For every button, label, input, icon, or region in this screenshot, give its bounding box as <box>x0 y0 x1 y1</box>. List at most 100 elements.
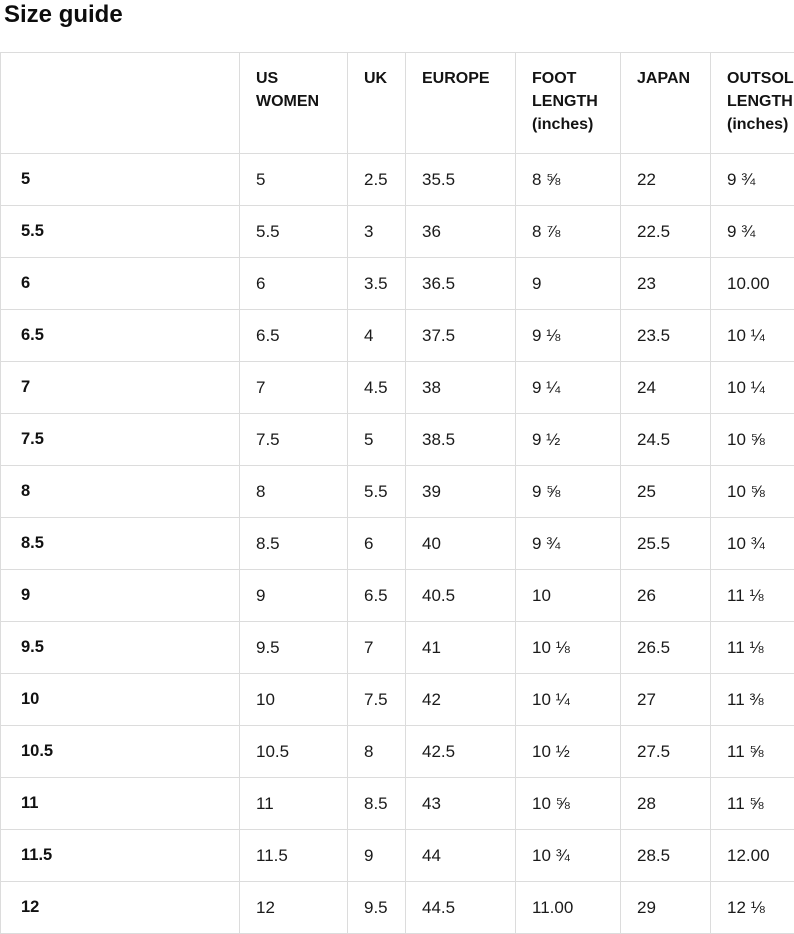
cell-europe: 36.5 <box>405 257 516 310</box>
column-header-foot-length: FOOT LENGTH (inches) <box>515 52 621 154</box>
table-row: 11.5 11.5 9 44 10 ¾ 28.5 12.00 <box>0 829 794 882</box>
cell-outsole-length: 11 ⅝ <box>710 725 794 778</box>
cell-outsole-length: 10 ⅝ <box>710 413 794 466</box>
cell-uk: 6 <box>347 517 406 570</box>
cell-outsole-length: 11 ⅜ <box>710 673 794 726</box>
cell-europe: 38 <box>405 361 516 414</box>
cell-europe: 37.5 <box>405 309 516 362</box>
column-header-uk: UK <box>347 52 406 154</box>
size-guide-table-container: US WOMEN UK EUROPE FOOT LENGTH (inches) JAPA… <box>0 52 794 934</box>
cell-europe: 44 <box>405 829 516 882</box>
cell-us-women: 7.5 <box>239 413 348 466</box>
row-label-cell: 11 <box>0 777 240 830</box>
row-label-cell: 9 <box>0 569 240 622</box>
row-label-cell: 10 <box>0 673 240 726</box>
row-label-cell: 8.5 <box>0 517 240 570</box>
cell-foot-length: 9 ½ <box>515 413 621 466</box>
cell-japan: 23 <box>620 257 711 310</box>
cell-us-women: 7 <box>239 361 348 414</box>
cell-uk: 4 <box>347 309 406 362</box>
cell-uk: 9.5 <box>347 881 406 934</box>
cell-uk: 4.5 <box>347 361 406 414</box>
cell-uk: 8.5 <box>347 777 406 830</box>
cell-japan: 27.5 <box>620 725 711 778</box>
table-row: 6 6 3.5 36.5 9 23 10.00 <box>0 257 794 310</box>
cell-foot-length: 10 ¼ <box>515 673 621 726</box>
cell-us-women: 11 <box>239 777 348 830</box>
cell-foot-length: 11.00 <box>515 881 621 934</box>
table-row: 11 11 8.5 43 10 ⅝ 28 11 ⅝ <box>0 777 794 830</box>
cell-europe: 42.5 <box>405 725 516 778</box>
cell-us-women: 10.5 <box>239 725 348 778</box>
cell-us-women: 5 <box>239 153 348 206</box>
cell-us-women: 9 <box>239 569 348 622</box>
cell-foot-length: 9 ¼ <box>515 361 621 414</box>
cell-us-women: 6 <box>239 257 348 310</box>
column-header-outsole-length: OUTSOLE LENGTH (inches) <box>710 52 794 154</box>
row-label-cell: 12 <box>0 881 240 934</box>
table-row: 10.5 10.5 8 42.5 10 ½ 27.5 11 ⅝ <box>0 725 794 778</box>
cell-outsole-length: 9 ¾ <box>710 153 794 206</box>
cell-foot-length: 9 ⅝ <box>515 465 621 518</box>
table-body: 5 5 2.5 35.5 8 ⅝ 22 9 ¾ 5.5 5.5 3 36 8 ⅞ 22.5 9 ¾ 6 6 3.… <box>0 153 794 934</box>
cell-outsole-length: 10.00 <box>710 257 794 310</box>
cell-uk: 3.5 <box>347 257 406 310</box>
cell-europe: 36 <box>405 205 516 258</box>
cell-uk: 5 <box>347 413 406 466</box>
cell-europe: 42 <box>405 673 516 726</box>
table-row: 9.5 9.5 7 41 10 ⅛ 26.5 11 ⅛ <box>0 621 794 674</box>
table-row: 7 7 4.5 38 9 ¼ 24 10 ¼ <box>0 361 794 414</box>
row-label-cell: 6 <box>0 257 240 310</box>
cell-outsole-length: 12 ⅛ <box>710 881 794 934</box>
cell-foot-length: 10 ¾ <box>515 829 621 882</box>
cell-outsole-length: 12.00 <box>710 829 794 882</box>
cell-us-women: 11.5 <box>239 829 348 882</box>
column-header-japan: JAPAN <box>620 52 711 154</box>
table-row: 8 8 5.5 39 9 ⅝ 25 10 ⅝ <box>0 465 794 518</box>
column-header-us-women: US WOMEN <box>239 52 348 154</box>
cell-europe: 43 <box>405 777 516 830</box>
cell-uk: 5.5 <box>347 465 406 518</box>
cell-japan: 27 <box>620 673 711 726</box>
cell-uk: 7 <box>347 621 406 674</box>
cell-europe: 41 <box>405 621 516 674</box>
cell-us-women: 5.5 <box>239 205 348 258</box>
table-row: 5.5 5.5 3 36 8 ⅞ 22.5 9 ¾ <box>0 205 794 258</box>
row-label-cell: 11.5 <box>0 829 240 882</box>
cell-outsole-length: 10 ¼ <box>710 361 794 414</box>
cell-foot-length: 8 ⅞ <box>515 205 621 258</box>
header-row: US WOMEN UK EUROPE FOOT LENGTH (inches) JAPA… <box>0 52 794 154</box>
row-label-cell: 8 <box>0 465 240 518</box>
table-row: 9 9 6.5 40.5 10 26 11 ⅛ <box>0 569 794 622</box>
cell-japan: 24 <box>620 361 711 414</box>
cell-us-women: 12 <box>239 881 348 934</box>
table-row: 5 5 2.5 35.5 8 ⅝ 22 9 ¾ <box>0 153 794 206</box>
cell-foot-length: 9 ⅛ <box>515 309 621 362</box>
cell-uk: 9 <box>347 829 406 882</box>
cell-japan: 24.5 <box>620 413 711 466</box>
cell-europe: 38.5 <box>405 413 516 466</box>
row-label-cell: 5.5 <box>0 205 240 258</box>
cell-japan: 25 <box>620 465 711 518</box>
cell-japan: 26 <box>620 569 711 622</box>
row-label-cell: 9.5 <box>0 621 240 674</box>
cell-uk: 8 <box>347 725 406 778</box>
cell-japan: 29 <box>620 881 711 934</box>
table-row: 12 12 9.5 44.5 11.00 29 12 ⅛ <box>0 881 794 934</box>
row-label-cell: 7 <box>0 361 240 414</box>
cell-europe: 35.5 <box>405 153 516 206</box>
cell-us-women: 8.5 <box>239 517 348 570</box>
table-row: 10 10 7.5 42 10 ¼ 27 11 ⅜ <box>0 673 794 726</box>
cell-us-women: 9.5 <box>239 621 348 674</box>
cell-europe: 44.5 <box>405 881 516 934</box>
cell-europe: 40.5 <box>405 569 516 622</box>
cell-europe: 40 <box>405 517 516 570</box>
cell-europe: 39 <box>405 465 516 518</box>
cell-us-women: 8 <box>239 465 348 518</box>
cell-outsole-length: 9 ¾ <box>710 205 794 258</box>
cell-foot-length: 10 ⅝ <box>515 777 621 830</box>
cell-foot-length: 10 ⅛ <box>515 621 621 674</box>
row-label-cell: 7.5 <box>0 413 240 466</box>
size-guide-table: US WOMEN UK EUROPE FOOT LENGTH (inches) JAPA… <box>0 52 794 934</box>
row-label-cell: 10.5 <box>0 725 240 778</box>
